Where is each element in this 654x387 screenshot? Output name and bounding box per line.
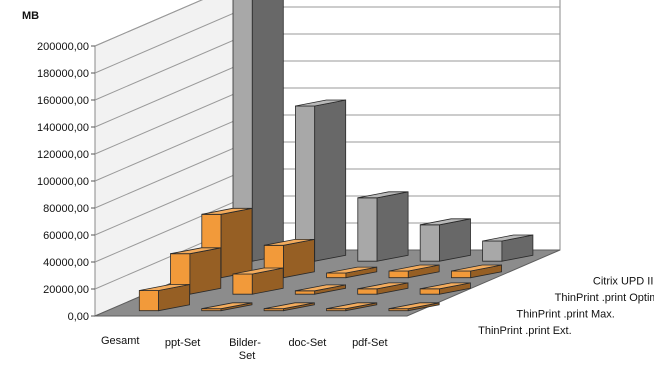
chart-bars bbox=[138, 0, 534, 312]
y-tick-label: 100000,00 bbox=[37, 176, 89, 188]
unit-label: MB bbox=[22, 10, 39, 22]
series-labels: ThinPrint .print Ext. ThinPrint .print Ma… bbox=[478, 275, 654, 337]
bar bbox=[263, 302, 315, 312]
y-tick-label: 180000,00 bbox=[37, 68, 89, 80]
category-label-line2: Set bbox=[239, 350, 256, 362]
bar bbox=[201, 302, 253, 312]
bar bbox=[388, 264, 440, 279]
category-label: Bilder- bbox=[229, 337, 261, 349]
bar bbox=[170, 247, 222, 295]
bar bbox=[482, 234, 534, 262]
bar bbox=[419, 282, 471, 295]
y-tick-label: 200000,00 bbox=[37, 41, 89, 53]
bar bbox=[419, 218, 471, 262]
category-label: Gesamt bbox=[101, 335, 140, 347]
series-label: Citrix UPD III bbox=[593, 275, 654, 287]
series-label: ThinPrint .print Ext. bbox=[478, 325, 572, 337]
bar bbox=[326, 302, 378, 312]
y-tick-label: 60000,00 bbox=[43, 230, 89, 242]
y-tick-label: 20000,00 bbox=[43, 284, 89, 296]
bar bbox=[357, 191, 409, 262]
y-tick-label: 140000,00 bbox=[37, 122, 89, 134]
bar bbox=[232, 267, 284, 295]
bar bbox=[232, 0, 284, 262]
category-label: doc-Set bbox=[288, 337, 326, 349]
bar bbox=[294, 284, 347, 295]
bar bbox=[450, 264, 503, 279]
bar bbox=[357, 282, 409, 295]
y-axis-ticks: 0,00 20000,00 40000,00 60000,00 80000,00 1000… bbox=[37, 41, 95, 323]
y-tick-label: 40000,00 bbox=[43, 257, 89, 269]
series-label: ThinPrint .print Max. bbox=[516, 308, 614, 320]
category-label: ppt-Set bbox=[165, 337, 200, 349]
gridline bbox=[94, 0, 203, 47]
bar bbox=[294, 99, 347, 262]
category-labels: Gesamt ppt-Set Bilder-Set doc-Set pdf-Set bbox=[101, 335, 388, 362]
bar bbox=[388, 302, 440, 312]
bar bbox=[138, 284, 191, 312]
y-tick-label: 80000,00 bbox=[43, 203, 89, 215]
y-tick-label: 120000,00 bbox=[37, 149, 89, 161]
y-tick-label: 0,00 bbox=[68, 311, 89, 323]
bar bbox=[326, 266, 378, 279]
series-label: ThinPrint .print Optimal bbox=[555, 292, 654, 304]
y-tick-label: 160000,00 bbox=[37, 95, 89, 107]
category-label: pdf-Set bbox=[352, 337, 387, 349]
